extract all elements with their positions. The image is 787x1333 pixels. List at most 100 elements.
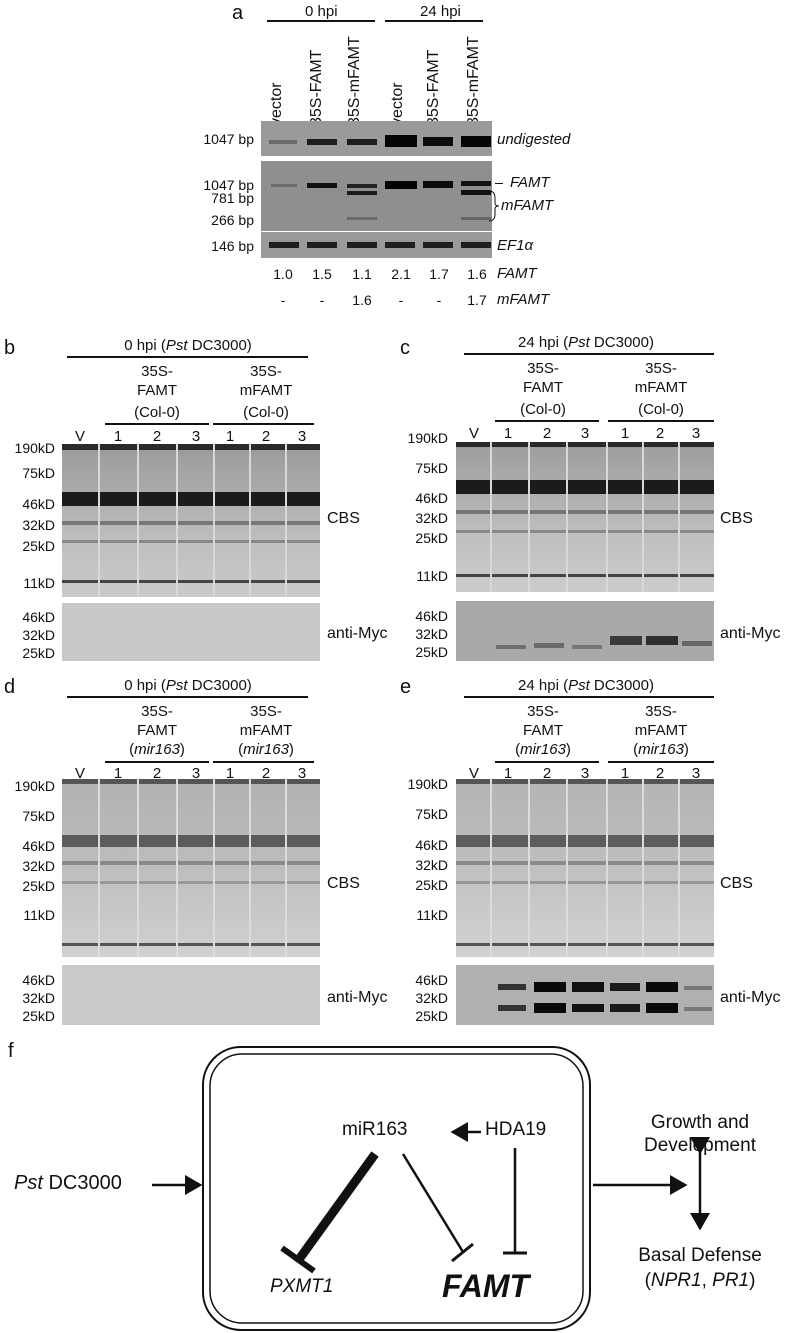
gel3-label: EF1α <box>497 237 534 254</box>
mfamt-bracket <box>488 190 500 222</box>
group-24hpi-line <box>385 20 483 22</box>
lane-label-35s-mfamt: 35S-mFAMT <box>346 36 363 126</box>
lane-2: 2 <box>152 428 162 445</box>
lane-1: 1 <box>225 428 235 445</box>
panel-d-construct1-line <box>105 761 209 763</box>
lane-3: 3 <box>191 428 201 445</box>
mw-11: 11kD <box>416 907 448 923</box>
panel-e-blot-label: anti-Myc <box>720 989 781 1006</box>
basal-defense-node: Basal Defense <box>638 1245 762 1266</box>
mw-25: 25kD <box>415 1008 448 1024</box>
lane-label-vector-24: vector <box>389 82 406 126</box>
panel-b-header: 0 hpi (Pst DC3000) <box>124 337 252 354</box>
mw-75: 75kD <box>415 460 448 476</box>
panel-d-construct2-l3: (mir163) <box>238 741 294 758</box>
panel-c-construct2-l1: 35S- <box>645 360 677 377</box>
gel2-famt-label: FAMT <box>510 174 550 191</box>
panel-c-blot-label: anti-Myc <box>720 625 781 642</box>
undigested-gel <box>261 121 492 156</box>
lane-label-35s-mfamt-24: 35S-mFAMT <box>465 36 482 126</box>
mw-32: 32kD <box>415 990 448 1006</box>
panel-d-construct2-line <box>213 761 314 763</box>
panel-e-construct2-line <box>608 761 714 763</box>
mw-32: 32kD <box>22 627 55 643</box>
famt-row-label: FAMT <box>497 265 537 282</box>
panel-d-stain-label: CBS <box>327 875 360 892</box>
panel-e-construct1-l1: 35S- <box>527 703 559 720</box>
mw-32: 32kD <box>22 858 55 874</box>
mw-25: 25kD <box>22 538 55 554</box>
mw-46: 46kD <box>22 972 55 988</box>
hda19-node: HDA19 <box>485 1119 547 1140</box>
panel-e-construct1-line <box>495 761 599 763</box>
mw-32: 32kD <box>415 510 448 526</box>
pxmt1-node: PXMT1 <box>270 1276 334 1297</box>
gel3-size: 146 bp <box>211 238 254 254</box>
mw-32: 32kD <box>415 626 448 642</box>
famt-value: 1.7 <box>429 266 449 282</box>
panel-d-header: 0 hpi (Pst DC3000) <box>124 677 252 694</box>
panel-d-letter: d <box>4 676 16 698</box>
panel-e-construct2-l2: mFAMT <box>634 722 688 739</box>
panel-e-stain-label: CBS <box>720 875 753 892</box>
mw-11: 11kD <box>23 575 55 591</box>
mfamt-value: - <box>398 292 404 308</box>
panel-d-construct1-l3: (mir163) <box>129 741 185 758</box>
lane-label-vector: vector <box>268 82 285 126</box>
lane-v: V <box>74 428 86 445</box>
panel-c-cbs-gel <box>456 442 714 592</box>
mfamt-value: - <box>319 292 325 308</box>
digested-gel <box>261 161 492 231</box>
lane-2: 2 <box>261 765 271 782</box>
mw-75: 75kD <box>22 465 55 481</box>
panel-e-construct2-l1: 35S- <box>645 703 677 720</box>
group-0hpi-line <box>267 20 375 22</box>
basal-defense-genes: (NPR1, PR1) <box>644 1270 756 1291</box>
mw-46: 46kD <box>415 608 448 624</box>
panel-b-construct2-l1: 35S- <box>250 363 282 380</box>
famt-value: 1.1 <box>352 266 372 282</box>
panel-f-letter: f <box>8 1040 14 1062</box>
pxmt1-tbar <box>280 1245 316 1274</box>
famt-value: 1.5 <box>312 266 332 282</box>
group-24hpi-label: 24 hpi <box>420 3 461 20</box>
lane-2: 2 <box>655 425 665 442</box>
panel-d-construct1-l2: FAMT <box>137 722 177 739</box>
growth-node-l2: Development <box>644 1135 756 1156</box>
mfamt-value: 1.6 <box>352 292 372 308</box>
panel-c-construct1-line <box>495 420 599 422</box>
panel-c-construct2-l2: mFAMT <box>634 379 688 396</box>
lane-3: 3 <box>691 765 701 782</box>
lane-2: 2 <box>152 765 162 782</box>
lane-1: 1 <box>503 765 513 782</box>
mw-25: 25kD <box>415 644 448 660</box>
mw-46: 46kD <box>22 609 55 625</box>
lane-1: 1 <box>225 765 235 782</box>
mw-75: 75kD <box>22 808 55 824</box>
group-0hpi-label: 0 hpi <box>305 3 338 20</box>
panel-e-header-line <box>464 696 714 698</box>
mw-46: 46kD <box>22 838 55 854</box>
panel-b-myc-blot <box>62 603 320 661</box>
lane-label-35s-famt: 35S-FAMT <box>308 49 325 126</box>
panel-d-cbs-gel <box>62 779 320 957</box>
mw-46: 46kD <box>415 837 448 853</box>
mw-32: 32kD <box>22 990 55 1006</box>
mir163-pxmt1-inhibit <box>296 1151 379 1261</box>
mw-25: 25kD <box>415 530 448 546</box>
lane-v: V <box>74 765 86 782</box>
panel-b-stain-label: CBS <box>327 510 360 527</box>
panel-c-letter: c <box>400 337 410 359</box>
lane-1: 1 <box>113 428 123 445</box>
gel2-size-266: 266 bp <box>211 212 254 228</box>
lane-3: 3 <box>297 765 307 782</box>
panel-e-header: 24 hpi (Pst DC3000) <box>518 677 654 694</box>
gel2-size-1047: 1047 bp <box>203 177 254 193</box>
mw-190: 190kD <box>407 430 448 446</box>
lane-1: 1 <box>503 425 513 442</box>
regulatory-model-diagram <box>152 1046 710 1331</box>
mw-11: 11kD <box>416 568 448 584</box>
mfamt-row-label: mFAMT <box>497 291 550 308</box>
ef1a-gel <box>261 232 492 258</box>
panel-d-construct1-l1: 35S- <box>141 703 173 720</box>
